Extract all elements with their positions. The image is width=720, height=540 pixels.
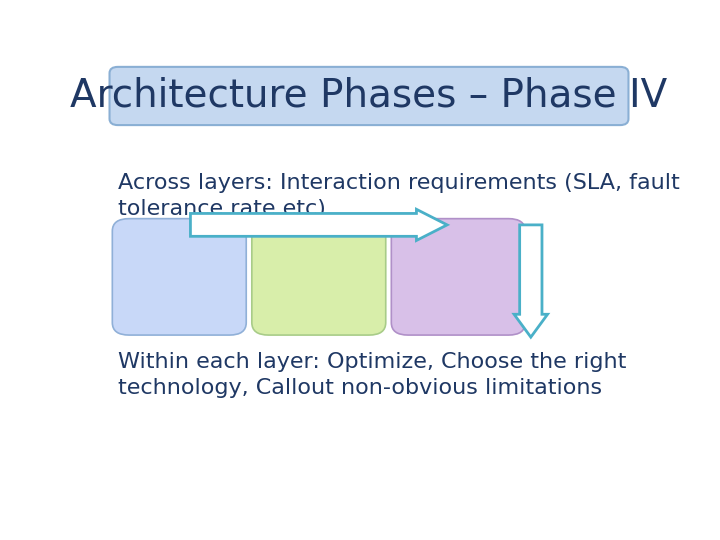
FancyBboxPatch shape xyxy=(252,219,386,335)
Polygon shape xyxy=(190,210,447,240)
Polygon shape xyxy=(514,225,548,337)
FancyBboxPatch shape xyxy=(112,219,246,335)
Text: Across layers: Interaction requirements (SLA, fault
tolerance rate etc): Across layers: Interaction requirements … xyxy=(118,173,680,219)
Text: Architecture Phases – Phase IV: Architecture Phases – Phase IV xyxy=(71,77,667,115)
FancyBboxPatch shape xyxy=(109,67,629,125)
FancyBboxPatch shape xyxy=(392,219,526,335)
Text: Within each layer: Optimize, Choose the right
technology, Callout non-obvious li: Within each layer: Optimize, Choose the … xyxy=(118,352,626,398)
